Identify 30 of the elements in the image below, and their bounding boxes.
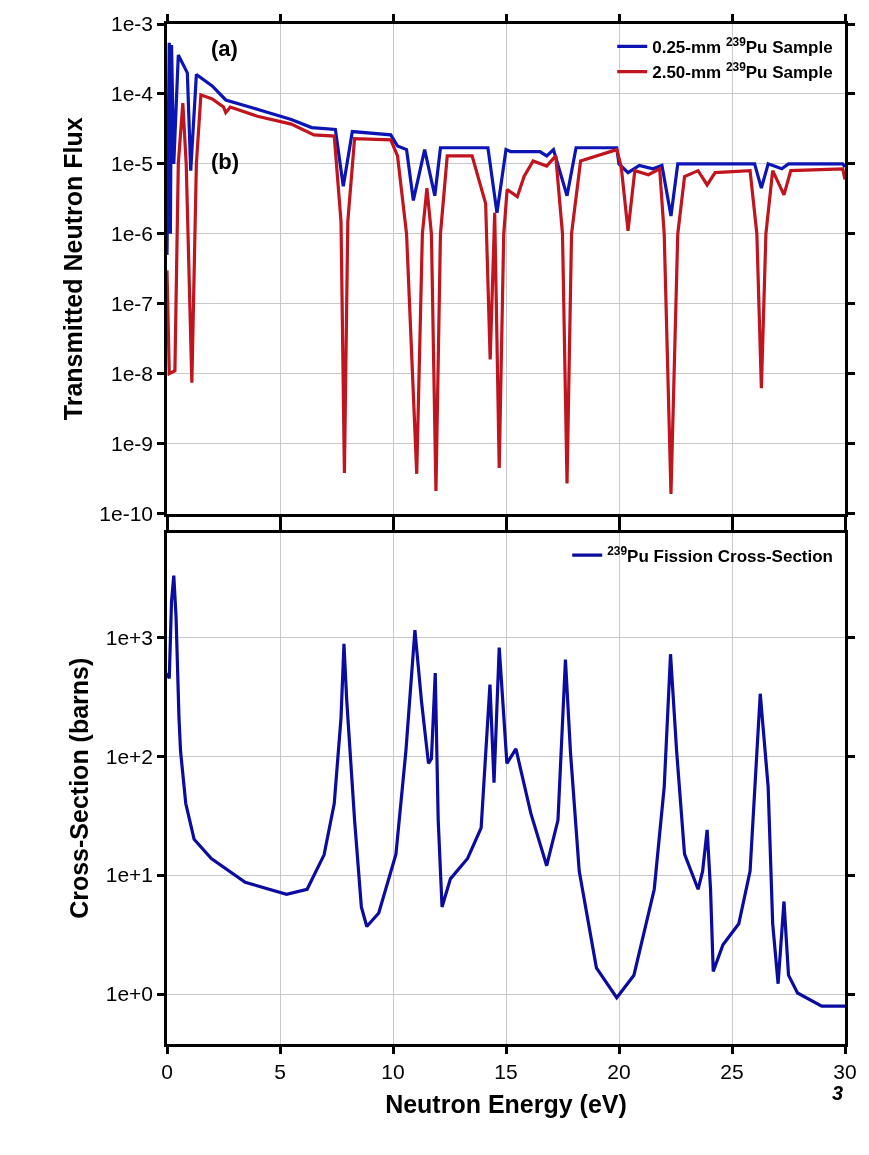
y-tick-label: 1e-8: [111, 362, 154, 386]
y-axis-title: Transmitted Neutron Flux: [59, 117, 88, 421]
x-tick-label: 20: [607, 1059, 631, 1083]
y-tick-label: 1e-9: [111, 431, 154, 455]
legend-label: 2.50-mm $^{239}$Pu Sample: [652, 60, 833, 83]
x-tick-label: 0: [161, 1059, 173, 1083]
y-tick-label: 1e-3: [111, 12, 154, 36]
y-tick-label: 1e+3: [105, 625, 154, 649]
y-tick-label: 1e+1: [105, 863, 154, 887]
x-tick-label: 30: [833, 1059, 857, 1083]
line-series: [167, 93, 845, 496]
annotation: (b): [211, 149, 240, 174]
y-tick-label: 1e-5: [111, 152, 154, 176]
x-axis-title: Neutron Energy (eV): [385, 1089, 627, 1118]
y-tick-label: 1e+0: [105, 982, 154, 1006]
x-tick-label: 5: [274, 1059, 286, 1083]
y-tick-label: 1e-10: [99, 501, 154, 525]
annotation: (a): [211, 36, 238, 61]
y-tick-label: 1e-7: [111, 292, 154, 316]
y-tick-label: 1e-6: [111, 222, 154, 246]
x-tick-label: 15: [494, 1059, 518, 1083]
y-tick-label: 1e-4: [111, 82, 154, 106]
x-tick-label: 25: [720, 1059, 744, 1083]
text: 3: [832, 1082, 844, 1104]
x-tick-label: 10: [381, 1059, 405, 1083]
y-tick-label: 1e+2: [105, 744, 154, 768]
legend-label: 0.25-mm $^{239}$Pu Sample: [652, 34, 833, 58]
line-series: [167, 573, 845, 1008]
legend-label: $^{239}$Pu Fission Cross-Section: [607, 543, 833, 566]
y-axis-title: Cross-Section (barns): [65, 657, 94, 919]
